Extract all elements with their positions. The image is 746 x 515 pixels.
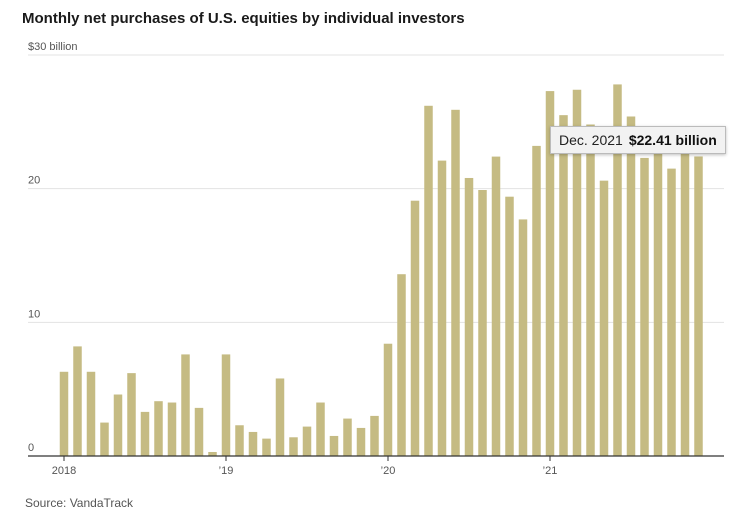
bar[interactable]: Jul 2018 [140, 411, 150, 456]
bar[interactable]: Nov 2019 [356, 427, 366, 456]
x-tick-label: ’19 [219, 465, 234, 477]
bar[interactable]: Feb 2021 [559, 115, 568, 457]
bar[interactable]: Jan 2019 [221, 354, 231, 456]
bar[interactable]: May 2018 [113, 394, 123, 456]
bar[interactable]: Nov 2018 [194, 407, 204, 456]
bar[interactable]: Jun 2020 [451, 109, 460, 457]
bar[interactable]: Mar 2018 [86, 371, 96, 456]
source-note: Source: VandaTrack [25, 496, 134, 510]
x-axis: 2018 ’19 ’20 ’21 [28, 455, 724, 477]
bar[interactable]: May 2019 [275, 378, 285, 456]
bar[interactable]: Aug 2019 [316, 402, 325, 456]
y-tick-label-0: 0 [28, 442, 34, 454]
bar[interactable]: Aug 2020 [478, 190, 487, 456]
bar[interactable]: Jan 2018 [59, 371, 69, 456]
x-tick-label: ’21 [543, 465, 558, 477]
x-tick-label: 2018 [52, 465, 76, 477]
bar[interactable]: Apr 2019 [262, 438, 271, 456]
bar[interactable]: May 2020 [437, 160, 447, 456]
bar[interactable]: Dec 2021 [694, 156, 703, 456]
bar[interactable]: Jul 2020 [464, 177, 474, 456]
chart-title: Monthly net purchases of U.S. equities b… [22, 10, 465, 27]
bars: Jan 2018 Feb 2018 Mar 2018 Apr 2018 May 2018… [59, 84, 703, 457]
bar[interactable]: Jun 2018 [127, 373, 136, 456]
bar[interactable]: Nov 2020 [518, 219, 528, 456]
bar[interactable]: Apr 2020 [424, 105, 433, 456]
bar[interactable]: Jan 2021 [545, 91, 555, 456]
bar[interactable]: Mar 2021 [572, 89, 582, 456]
bar[interactable]: Jul 2021 [626, 116, 636, 457]
tooltip-date: Dec. 2021 [559, 132, 623, 148]
bar[interactable]: Dec 2020 [532, 145, 541, 456]
bar[interactable]: Aug 2021 [640, 157, 649, 457]
bar[interactable]: May 2021 [599, 180, 609, 456]
bar[interactable]: Oct 2021 [667, 168, 676, 456]
y-tick-label-30: $30 billion [28, 41, 78, 53]
bar[interactable]: Jul 2019 [302, 426, 312, 456]
bar[interactable]: Apr 2021 [586, 124, 595, 456]
bar[interactable]: Sep 2018 [167, 402, 177, 456]
y-tick-label-10: 10 [28, 308, 40, 320]
bar[interactable]: Feb 2020 [397, 274, 406, 456]
bar[interactable]: Apr 2018 [100, 422, 109, 456]
y-axis-labels: $30 billion 20 10 0 [28, 41, 78, 454]
hover-tooltip: Dec. 2021 $22.41 billion [550, 126, 726, 154]
bar[interactable]: Sep 2020 [491, 156, 501, 456]
bar[interactable]: Sep 2019 [329, 435, 339, 456]
tooltip-value: $22.41 billion [628, 132, 717, 148]
bar[interactable]: Oct 2020 [505, 196, 514, 456]
y-tick-label-20: 20 [28, 175, 40, 187]
bar[interactable]: Jun 2021 [613, 84, 622, 456]
bar[interactable]: Jun 2019 [289, 437, 298, 456]
bar[interactable]: Feb 2019 [235, 425, 244, 456]
bar[interactable]: Nov 2021 [680, 148, 690, 456]
bar[interactable]: Jan 2020 [383, 343, 393, 456]
bar[interactable]: Oct 2019 [343, 418, 352, 456]
bar[interactable]: Dec 2018 [208, 451, 217, 456]
bar[interactable]: Feb 2018 [73, 346, 82, 456]
bar[interactable]: Mar 2019 [248, 431, 258, 456]
x-tick-label: ’20 [381, 465, 396, 477]
bar[interactable]: Dec 2019 [370, 415, 379, 456]
bar[interactable]: Mar 2020 [410, 200, 420, 456]
bar[interactable]: Oct 2018 [181, 354, 190, 456]
bar[interactable]: Sep 2021 [653, 141, 663, 456]
bar[interactable]: Aug 2018 [154, 401, 163, 456]
